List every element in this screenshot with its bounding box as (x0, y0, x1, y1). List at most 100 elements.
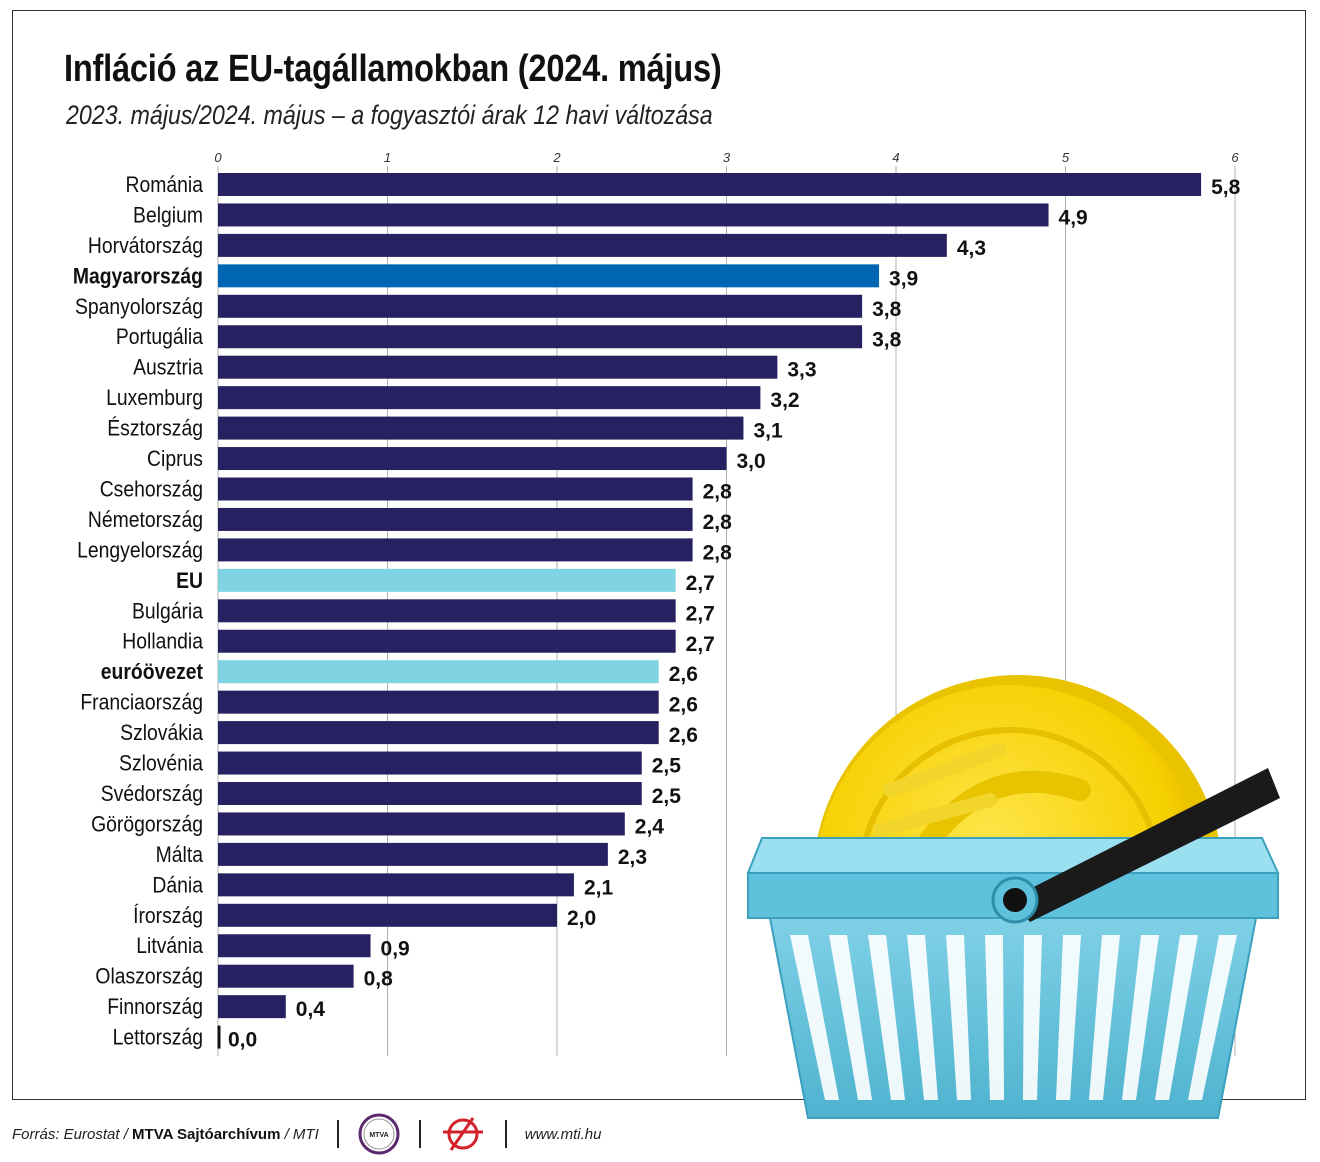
value-label: 3,8 (872, 298, 902, 321)
bar (218, 447, 727, 471)
category-label: Franciaország (80, 691, 203, 715)
value-label: 2,1 (584, 876, 614, 899)
category-label: Hollandia (122, 630, 203, 654)
category-label: EU (176, 569, 203, 593)
bar (218, 751, 642, 775)
divider (504, 1120, 507, 1148)
category-label: Görögország (91, 812, 203, 836)
category-label: Luxemburg (106, 386, 203, 410)
category-label: Svédország (101, 782, 203, 806)
bar (218, 812, 625, 836)
source-prefix: Forrás: Eurostat / (12, 1125, 128, 1143)
bar (218, 173, 1202, 196)
value-label: 0,8 (364, 968, 394, 991)
category-label: Spanyolország (75, 295, 203, 319)
x-tick-label: 4 (892, 150, 899, 165)
value-label: 2,6 (669, 694, 698, 717)
category-label: Szlovénia (119, 751, 203, 775)
value-label: 2,8 (703, 511, 733, 534)
value-label: 3,1 (753, 420, 783, 443)
bar (218, 660, 659, 684)
value-label: 4,3 (957, 237, 986, 260)
value-label: 2,0 (567, 907, 596, 930)
value-label: 2,5 (652, 755, 682, 778)
bar (218, 294, 863, 318)
category-label: Ausztria (133, 356, 203, 380)
value-label: 2,6 (669, 724, 698, 747)
category-label: Lettország (113, 1025, 203, 1049)
category-label: Dánia (152, 873, 203, 897)
bar (218, 690, 659, 714)
bar (218, 721, 659, 745)
chart-title: Infláció az EU-tagállamokban (2024. máju… (64, 48, 722, 90)
category-label: Bulgária (132, 599, 203, 623)
bar (218, 599, 676, 623)
bar (218, 386, 761, 410)
bar (218, 842, 608, 866)
source-org: MTVA Sajtóarchívum (132, 1125, 281, 1143)
x-tick-label: 5 (1062, 150, 1070, 165)
divider (418, 1120, 421, 1148)
value-label: 4,9 (1059, 206, 1088, 229)
category-label: Észtország (107, 416, 203, 440)
divider (336, 1120, 339, 1148)
source-text: Forrás: Eurostat / MTVA Sajtóarchívum / … (12, 1126, 319, 1143)
source-suffix: / MTI (284, 1125, 319, 1143)
bar (218, 355, 778, 379)
x-tick-label: 6 (1231, 150, 1239, 165)
bar (218, 416, 744, 440)
category-label: Románia (126, 173, 204, 197)
value-label: 0,9 (381, 937, 410, 960)
value-label: 2,7 (686, 633, 715, 656)
bar (218, 873, 574, 897)
mti-logo-icon (439, 1114, 487, 1154)
category-label: euróövezet (101, 660, 203, 684)
bar (218, 203, 1049, 227)
value-label: 2,8 (703, 481, 733, 504)
value-label: 3,8 (872, 328, 902, 351)
bar (218, 964, 354, 988)
value-label: 2,7 (686, 602, 715, 625)
category-label: Horvátország (88, 234, 203, 258)
mtva-logo-text: MTVA (369, 1132, 388, 1139)
category-label: Finnország (107, 995, 203, 1019)
value-label: 2,8 (703, 541, 733, 564)
mtva-logo-icon: MTVA (357, 1112, 401, 1156)
bar (218, 568, 676, 592)
value-label: 3,0 (737, 450, 766, 473)
value-label: 5,8 (1211, 176, 1241, 199)
value-label: 2,6 (669, 663, 698, 686)
basket-front (746, 768, 1280, 1119)
bar (218, 629, 676, 653)
bar (218, 538, 693, 562)
category-label: Belgium (133, 203, 203, 227)
category-label: Németország (88, 508, 203, 532)
value-label: 2,3 (618, 846, 647, 869)
category-label: Málta (156, 843, 204, 867)
category-label: Lengyelország (77, 538, 203, 562)
bar (218, 782, 642, 805)
bar (218, 507, 693, 531)
category-label: Portugália (116, 325, 204, 349)
value-label: 2,7 (686, 572, 715, 595)
bar (218, 264, 880, 288)
chart-subtitle: 2023. május/2024. május – a fogyasztói á… (66, 100, 713, 130)
x-tick-label: 2 (552, 150, 561, 165)
value-label: 2,4 (635, 815, 665, 838)
footer: Forrás: Eurostat / MTVA Sajtóarchívum / … (12, 1110, 1112, 1158)
category-label: Szlovákia (120, 721, 203, 745)
value-label: 2,5 (652, 785, 682, 808)
bar (218, 233, 947, 257)
value-label: 3,3 (787, 359, 816, 382)
value-label: 0,4 (296, 998, 326, 1021)
x-tick-label: 3 (723, 150, 731, 165)
category-label: Olaszország (95, 965, 203, 989)
bar (218, 934, 371, 958)
website-link[interactable]: www.mti.hu (524, 1125, 602, 1143)
bar (218, 325, 863, 349)
value-label: 3,2 (770, 389, 799, 412)
bar (218, 477, 693, 501)
category-label: Írország (133, 904, 203, 928)
bar (218, 903, 557, 927)
